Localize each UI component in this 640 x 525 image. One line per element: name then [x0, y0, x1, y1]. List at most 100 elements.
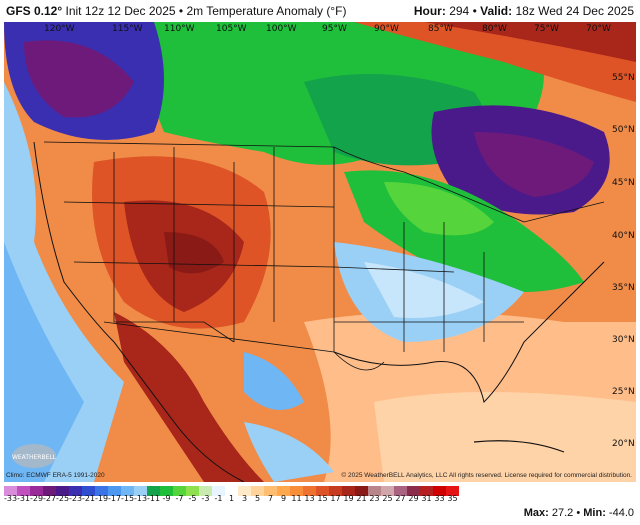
- anomaly-map: 120°W 115°W 110°W 105°W 100°W 95°W 90°W …: [4, 22, 636, 482]
- colorbar-tick-label: 17: [330, 494, 341, 503]
- colorbar-tick-label: -31: [16, 494, 31, 503]
- colorbar-swatch: [238, 486, 252, 496]
- colorbar-tick-label: -19: [94, 494, 109, 503]
- svg-text:40°N: 40°N: [612, 231, 635, 241]
- colorbar-swatch: [381, 486, 395, 496]
- map-canvas: 120°W 115°W 110°W 105°W 100°W 95°W 90°W …: [4, 22, 636, 482]
- weatherbell-logo: WEATHERBELL: [12, 444, 57, 468]
- header-right: Hour: 294 • Valid: 18z Wed 24 Dec 2025: [413, 4, 634, 18]
- colorbar-tick-label: 23: [369, 494, 380, 503]
- colorbar-swatch: [95, 486, 109, 496]
- svg-text:55°N: 55°N: [612, 73, 635, 83]
- colorbar-tick-label: -1: [214, 494, 223, 503]
- colorbar-swatch: [342, 486, 356, 496]
- product-name: 2m Temperature Anomaly (°F): [186, 4, 347, 18]
- colorbar-swatch: [394, 486, 408, 496]
- model-name: GFS 0.12°: [6, 4, 63, 18]
- max-min-readout: Max: 27.2 • Min: -44.0: [523, 507, 634, 519]
- colorbar-tick-label: 13: [304, 494, 315, 503]
- colorbar-tick-label: 35: [447, 494, 458, 503]
- colorbar-tick-label: -21: [81, 494, 96, 503]
- colorbar-tick-label: -25: [55, 494, 70, 503]
- svg-text:105°W: 105°W: [216, 24, 247, 34]
- colorbar-swatch: [433, 486, 447, 496]
- min-label: Min:: [583, 507, 606, 519]
- colorbar-swatch: [303, 486, 317, 496]
- svg-text:75°W: 75°W: [534, 24, 559, 34]
- max-label: Max:: [523, 507, 549, 519]
- colorbar-tick-label: -33: [3, 494, 18, 503]
- svg-text:95°W: 95°W: [322, 24, 347, 34]
- colorbar-tick-label: 27: [395, 494, 406, 503]
- colorbar-swatch: [43, 486, 57, 496]
- colorbar-tick-label: 9: [280, 494, 287, 503]
- svg-text:115°W: 115°W: [112, 24, 143, 34]
- hour-label: Hour:: [413, 4, 446, 18]
- map-header: GFS 0.12° Init 12z 12 Dec 2025 • 2m Temp…: [0, 0, 640, 22]
- colorbar-tick-labels: -33 -31 -29 -27 -25 -23 -21 -19 -17 -15 -13 -11 -9 -7…: [4, 494, 459, 506]
- colorbar-swatch: [329, 486, 343, 496]
- svg-text:30°N: 30°N: [612, 335, 635, 345]
- colorbar-swatch: [290, 486, 304, 496]
- colorbar-swatch: [30, 486, 44, 496]
- svg-text:50°N: 50°N: [612, 125, 635, 135]
- colorbar-tick-label: -9: [162, 494, 171, 503]
- max-value: 27.2: [551, 507, 574, 519]
- svg-text:100°W: 100°W: [266, 24, 297, 34]
- svg-text:20°N: 20°N: [612, 439, 635, 449]
- colorbar-tick-label: -7: [175, 494, 184, 503]
- colorbar-tick-label: 5: [254, 494, 261, 503]
- copyright-text: © 2025 WeatherBELL Analytics, LLC All ri…: [341, 472, 632, 479]
- colorbar-tick-label: -5: [188, 494, 197, 503]
- colorbar-swatch: [277, 486, 291, 496]
- colorbar-swatch: [82, 486, 96, 496]
- colorbar-swatch: [160, 486, 174, 496]
- svg-text:80°W: 80°W: [482, 24, 507, 34]
- longitude-labels: 120°W 115°W 110°W 105°W 100°W 95°W 90°W …: [44, 24, 611, 34]
- colorbar-tick-label: 15: [317, 494, 328, 503]
- colorbar-swatch: [316, 486, 330, 496]
- svg-text:25°N: 25°N: [612, 387, 635, 397]
- colorbar-tick-label: 29: [408, 494, 419, 503]
- svg-text:110°W: 110°W: [164, 24, 195, 34]
- colorbar-tick-label: -3: [201, 494, 210, 503]
- colorbar-tick-label: 1: [228, 494, 235, 503]
- political-borders: [43, 141, 605, 371]
- colorbar-swatch: [147, 486, 161, 496]
- colorbar-swatch: [225, 486, 239, 496]
- colorbar-swatch: [420, 486, 434, 496]
- colorbar-swatch: [355, 486, 369, 496]
- colorbar-swatch: [134, 486, 148, 496]
- svg-text:WEATHERBELL: WEATHERBELL: [12, 454, 57, 461]
- colorbar-tick-label: -17: [107, 494, 122, 503]
- colorbar-swatch: [368, 486, 382, 496]
- colorbar-swatch: [56, 486, 70, 496]
- colorbar-tick-label: 19: [343, 494, 354, 503]
- colorbar-swatch: [212, 486, 226, 496]
- svg-text:120°W: 120°W: [44, 24, 75, 34]
- separator: •: [178, 4, 184, 18]
- init-time: Init 12z 12 Dec 2025: [65, 4, 176, 18]
- colorbar: [4, 486, 459, 496]
- colorbar-tick-label: -29: [29, 494, 44, 503]
- colorbar-swatch: [264, 486, 278, 496]
- colorbar-swatch: [69, 486, 83, 496]
- colorbar-tick-label: -23: [68, 494, 83, 503]
- header-left: GFS 0.12° Init 12z 12 Dec 2025 • 2m Temp…: [6, 4, 346, 18]
- colorbar-swatch: [121, 486, 135, 496]
- colorbar-tick-label: 11: [291, 494, 302, 503]
- colorbar-tick-label: 31: [421, 494, 432, 503]
- colorbar-tick-label: 33: [434, 494, 445, 503]
- min-value: -44.0: [608, 507, 634, 519]
- colorbar-tick-label: 7: [267, 494, 274, 503]
- valid-label: Valid:: [480, 4, 513, 18]
- svg-text:70°W: 70°W: [586, 24, 611, 34]
- colorbar-swatch: [17, 486, 31, 496]
- colorbar-swatch: [407, 486, 421, 496]
- colorbar-tick-label: -11: [146, 494, 161, 503]
- colorbar-tick-label: -27: [42, 494, 57, 503]
- latitude-labels: 55°N 50°N 45°N 40°N 35°N 30°N 25°N 20°N: [612, 73, 635, 449]
- colorbar-tick-label: -13: [133, 494, 148, 503]
- svg-text:90°W: 90°W: [374, 24, 399, 34]
- colorbar-swatch: [4, 486, 18, 496]
